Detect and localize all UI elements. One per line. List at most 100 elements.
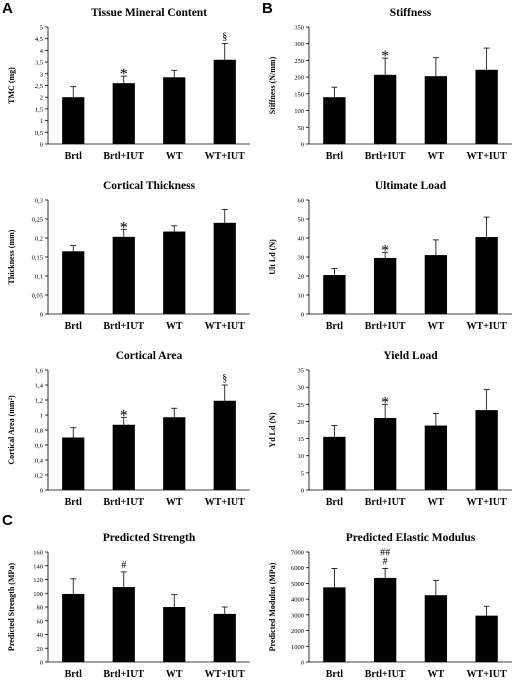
x-tick-label: WT	[166, 669, 183, 680]
bar	[323, 275, 346, 314]
y-tick-label: 60	[298, 198, 305, 205]
bar	[213, 59, 236, 145]
significance-marker: *	[381, 242, 389, 259]
x-tick-label: Brtl	[65, 497, 82, 508]
chart-title: Predicted Strength	[103, 532, 196, 544]
y-tick-label: 10	[298, 293, 305, 300]
x-tick-label: Brtl+IUT	[103, 669, 144, 680]
x-tick-label: Brtl	[65, 321, 82, 332]
x-tick-label: WT	[428, 151, 445, 162]
bar	[323, 587, 346, 662]
bar	[62, 97, 85, 144]
bar	[163, 231, 186, 314]
bar	[373, 577, 397, 662]
chart-2: Stiffness Stiffness (N/mm) 0 50 100 150 200 250…	[268, 7, 512, 162]
x-tick-label: Brtl+IUT	[365, 497, 406, 508]
y-tick-label: 0,05	[32, 293, 43, 300]
x-tick-label: Brtl	[326, 151, 343, 162]
significance-marker: *	[120, 66, 128, 83]
y-tick-label: 0	[301, 312, 304, 319]
bar	[424, 76, 448, 144]
y-tick-label: 0,25	[32, 217, 43, 224]
bar	[475, 410, 498, 490]
y-tick-label: 20	[37, 646, 44, 653]
y-tick-label: 5	[301, 470, 304, 477]
x-tick-label: WT	[166, 497, 183, 508]
y-tick-label: 0,6	[35, 443, 44, 450]
y-tick-label: 4	[40, 48, 44, 55]
x-tick-label: Brtl+IUT	[103, 497, 144, 508]
y-tick-label: 0,2	[35, 236, 43, 243]
y-tick-label: 0	[301, 488, 304, 495]
y-tick-label: 0,8	[35, 428, 43, 435]
y-tick-label: 250	[294, 58, 304, 65]
y-axis-label: Yd Ld (N)	[268, 412, 277, 447]
y-tick-label: 0,2	[35, 473, 43, 480]
y-axis-label: Ult Ld (N)	[268, 239, 277, 275]
chart-6: Yield Load Yd Ld (N) 0 5 10 15 20 25 30 35 Brtl Brt…	[268, 350, 512, 508]
y-tick-label: 0	[301, 660, 304, 667]
y-axis-label: Cortical Area (mm²)	[7, 395, 16, 465]
y-tick-label: 2000	[291, 628, 304, 635]
bar	[112, 83, 135, 144]
x-tick-label: WT+IUT	[205, 497, 245, 508]
y-axis-label: Thickness (mm)	[7, 229, 16, 284]
x-tick-label: WT	[166, 151, 183, 162]
y-tick-label: 7000	[291, 550, 304, 557]
bar	[163, 77, 186, 144]
panel-letter-a: A	[2, 0, 13, 17]
y-tick-label: 35	[298, 368, 305, 375]
significance-marker: ##	[380, 548, 390, 559]
bar	[475, 615, 498, 662]
x-tick-label: Brtl+IUT	[103, 321, 144, 332]
y-tick-label: 3,5	[35, 60, 43, 67]
y-tick-label: 100	[33, 591, 43, 598]
y-tick-label: 5	[40, 25, 43, 32]
chart-title: Ultimate Load	[375, 180, 447, 192]
chart-8: Predicted Elastic Modulus Predicted Modul…	[268, 532, 512, 680]
y-tick-label: 100	[294, 108, 304, 115]
chart-title: Cortical Area	[116, 350, 183, 362]
y-tick-label: 25	[298, 402, 305, 409]
y-tick-label: 120	[33, 577, 43, 584]
x-tick-label: WT+IUT	[205, 151, 245, 162]
bar	[373, 257, 397, 314]
chart-title: Cortical Thickness	[103, 180, 196, 192]
y-tick-label: 0,15	[32, 255, 43, 262]
y-tick-label: 160	[33, 550, 43, 557]
y-tick-label: 0,5	[35, 130, 43, 137]
y-tick-label: 40	[298, 236, 305, 243]
x-tick-label: WT+IUT	[205, 321, 245, 332]
y-tick-label: 1,5	[35, 106, 43, 113]
bar	[112, 236, 135, 314]
significance-marker: §	[222, 31, 227, 42]
y-axis-label: Predicted Modulus (MPa)	[268, 562, 277, 651]
x-tick-label: Brtl	[65, 669, 82, 680]
bar	[62, 593, 85, 662]
y-tick-label: 1	[40, 118, 43, 125]
y-tick-label: 0,4	[35, 458, 44, 465]
bar	[213, 400, 236, 490]
x-tick-label: WT+IUT	[205, 669, 245, 680]
x-tick-label: WT	[428, 321, 445, 332]
x-tick-label: Brtl	[326, 321, 343, 332]
bar	[424, 595, 448, 662]
chart-4: Ultimate Load Ult Ld (N) 0 10 20 30 40 50 60 Brtl…	[268, 180, 512, 332]
y-tick-label: 4,5	[35, 36, 43, 43]
y-tick-label: 20	[298, 274, 305, 281]
x-tick-label: Brtl	[326, 669, 343, 680]
y-tick-label: 0	[40, 312, 43, 319]
bar	[62, 251, 85, 314]
bar	[62, 437, 85, 490]
significance-marker: §	[222, 373, 227, 384]
y-tick-label: 300	[294, 41, 304, 48]
x-tick-label: WT+IUT	[467, 497, 507, 508]
bar	[213, 222, 236, 314]
bar	[163, 417, 186, 490]
y-tick-label: 50	[298, 217, 305, 224]
y-tick-label: 1,6	[35, 368, 44, 375]
x-tick-label: WT	[428, 669, 445, 680]
panel-letter-b: B	[262, 0, 273, 17]
y-tick-label: 1	[40, 413, 43, 420]
y-tick-label: 5000	[291, 581, 304, 588]
